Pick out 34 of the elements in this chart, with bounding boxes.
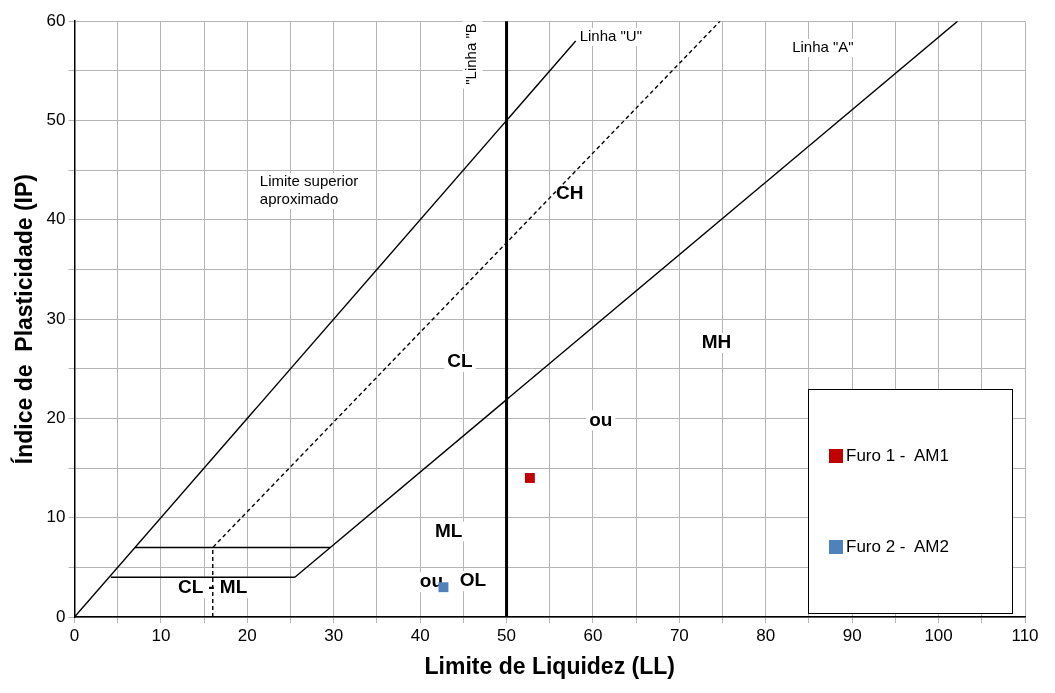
y-tick-label: 50 (46, 110, 66, 130)
x-tick-label: 40 (410, 625, 430, 645)
y-axis-title: Índice de Plasticidade (IP) (10, 174, 38, 465)
annotation: CL - ML (177, 576, 248, 598)
annotation: Linha "U" (579, 27, 643, 45)
x-tick-label: 10 (151, 625, 171, 645)
x-tick-label: 30 (324, 625, 344, 645)
annotation: Linha "A" (792, 38, 854, 56)
x-axis-title: Limite de Liquidez (LL) (424, 652, 675, 679)
x-tick-label: 60 (583, 625, 603, 645)
annotation: CH (555, 182, 584, 204)
x-tick-label: 20 (237, 625, 257, 645)
y-tick-label: 40 (46, 209, 66, 229)
y-tick-label: 0 (56, 606, 66, 626)
x-tick-label: 90 (842, 625, 862, 645)
legend-label: Furo 2 - AM2 (846, 537, 949, 558)
y-tick-label: 60 (46, 10, 66, 30)
annotation: OL (459, 569, 487, 591)
annotation: Limite superior aproximado (259, 172, 359, 208)
x-tick-label: 80 (756, 625, 776, 645)
x-tick-label: 0 (69, 625, 80, 645)
annotation: MH (701, 331, 732, 353)
legend-label: Furo 1 - AM1 (846, 445, 949, 466)
annotation: ou (589, 408, 613, 430)
y-tick-label: 20 (46, 408, 66, 428)
x-tick-label: 50 (497, 625, 517, 645)
x-tick-label: 70 (669, 625, 689, 645)
y-tick-label: 10 (46, 507, 66, 527)
annotation: CL (447, 350, 473, 372)
ref-line-label: "Linha "B (462, 23, 480, 85)
annotation: ML (434, 519, 463, 541)
x-tick-label: 100 (924, 625, 953, 645)
x-tick-label: 110 (1011, 625, 1039, 645)
y-tick-label: 30 (46, 308, 66, 328)
